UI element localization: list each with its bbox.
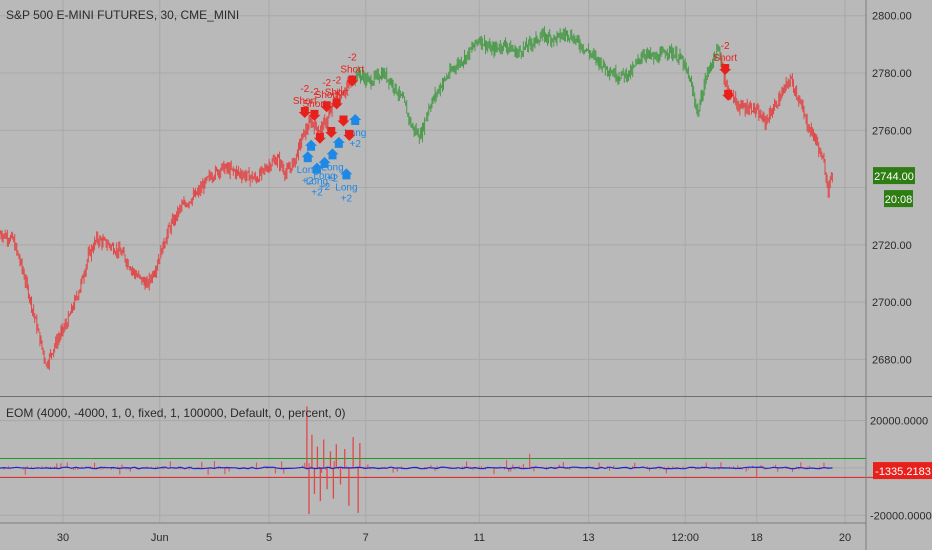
indicator-title: EOM (4000, -4000, 1, 0, fixed, 1, 100000… — [6, 406, 346, 420]
long-signal-label: Long — [313, 171, 335, 182]
short-arrow-icon[interactable] — [320, 101, 333, 113]
price-tick-label[interactable]: 2760.00 — [872, 125, 912, 137]
last-price-tag-bg — [873, 167, 915, 185]
short-arrow-icon[interactable] — [337, 115, 350, 127]
short-signal-label: Short — [325, 87, 349, 98]
short-signal-qty: -2 — [300, 84, 309, 95]
last-price-label: 2744.00 — [874, 171, 914, 183]
long-arrow-icon[interactable] — [318, 156, 331, 168]
long-signal-label: Long — [344, 128, 366, 139]
price-tick-label[interactable]: 2680.00 — [872, 354, 912, 366]
short-arrow-icon[interactable] — [330, 98, 343, 110]
eom-tick-label[interactable]: -20000.0000 — [870, 510, 932, 522]
short-arrow-icon[interactable] — [325, 127, 338, 138]
long-arrow-icon[interactable] — [349, 113, 362, 125]
short-arrow-icon[interactable] — [346, 75, 359, 87]
short-signal-qty: -2 — [721, 41, 730, 52]
short-arrow-icon[interactable] — [722, 89, 735, 101]
short-signal-label: Short — [340, 64, 364, 75]
price-tick-label[interactable]: 2800.00 — [872, 11, 912, 23]
short-signal-label: Short — [293, 96, 317, 107]
time-tick-label[interactable]: 5 — [266, 532, 272, 544]
countdown-label: 20:08 — [885, 194, 913, 206]
short-signal-qty: -2 — [322, 78, 331, 89]
long-signal-qty: +2 — [311, 188, 323, 199]
long-signal-label: Long — [335, 182, 357, 193]
long-arrow-icon[interactable] — [305, 139, 318, 151]
long-arrow-icon[interactable] — [332, 136, 345, 148]
last-price-tag: 2744.00 20:08 — [873, 167, 915, 208]
time-tick-label[interactable]: Jun — [151, 532, 169, 544]
eom-indicator — [0, 406, 932, 515]
eom-line — [0, 466, 833, 470]
long-signal-qty: +2 — [302, 176, 314, 187]
time-tick-label[interactable]: 12:00 — [671, 532, 699, 544]
indicator-value-label: -1335.2183 — [875, 466, 931, 478]
long-arrow-icon[interactable] — [326, 148, 339, 160]
time-tick-label[interactable]: 11 — [474, 532, 485, 544]
indicator-value-tag: -1335.2183 — [873, 462, 932, 480]
long-signal-qty: +2 — [350, 139, 362, 150]
short-signal-label: Short — [302, 99, 326, 110]
time-tick-label[interactable]: 7 — [363, 532, 369, 544]
time-tick-label[interactable]: 13 — [582, 532, 594, 544]
long-signal-qty: +2 — [319, 182, 331, 193]
long-signal-label: Long — [297, 165, 319, 176]
short-signal-qty: -2 — [332, 75, 341, 86]
long-signal-label: Long — [321, 162, 343, 173]
short-signal-label: Short — [315, 90, 339, 101]
axis-tick-labels[interactable]: 2680.00 2700.00 2720.00 2760.00 2780.00 2800.… — [57, 11, 932, 544]
time-tick-label[interactable]: 18 — [751, 532, 763, 544]
long-signal-qty: +2 — [327, 173, 339, 184]
price-candles — [0, 26, 833, 371]
short-signal-qty: -2 — [348, 52, 357, 63]
short-arrow-icon[interactable] — [719, 64, 732, 75]
countdown-tag-bg — [884, 190, 913, 208]
short-arrow-icon[interactable] — [313, 132, 326, 144]
eom-tick-label[interactable]: 20000.0000 — [870, 416, 928, 428]
price-tick-label[interactable]: 2780.00 — [872, 68, 912, 80]
price-tick-label[interactable]: 2720.00 — [872, 240, 912, 252]
long-arrow-icon[interactable] — [340, 168, 353, 180]
time-tick-label[interactable]: 20 — [839, 532, 851, 544]
long-signal-qty: +2 — [341, 193, 353, 204]
short-arrow-icon[interactable] — [343, 129, 356, 141]
short-signal-qty: -2 — [310, 87, 319, 98]
short-arrow-icon[interactable] — [308, 109, 321, 121]
indicator-value-tag-bg — [873, 462, 932, 480]
long-arrow-icon[interactable] — [310, 162, 323, 174]
time-tick-label[interactable]: 30 — [57, 532, 69, 544]
short-signal-label: Short — [713, 53, 737, 64]
short-arrow-icon[interactable] — [298, 106, 311, 118]
price-tick-label[interactable]: 2700.00 — [872, 297, 912, 309]
symbol-title: S&P 500 E-MINI FUTURES, 30, CME_MINI — [6, 8, 239, 22]
long-arrow-icon[interactable] — [301, 151, 314, 163]
long-signal-label: Long — [306, 177, 328, 188]
